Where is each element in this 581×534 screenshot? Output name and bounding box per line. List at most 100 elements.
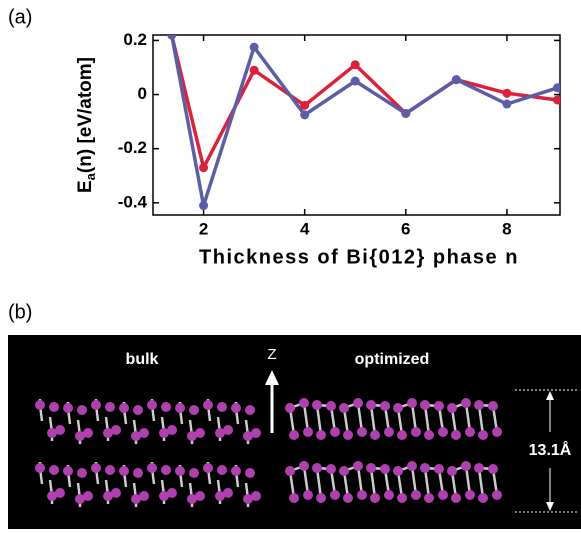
atom [438, 490, 448, 500]
panel-label: (b) [8, 301, 32, 323]
plot-frame [152, 34, 561, 216]
atom [330, 427, 340, 437]
atom [215, 428, 225, 438]
optimized-label: optimized [355, 351, 430, 368]
atom [326, 464, 336, 474]
atoms [35, 398, 502, 507]
atom [223, 488, 233, 498]
atom [195, 491, 205, 501]
atom [343, 493, 353, 503]
atom [223, 425, 233, 435]
atom [103, 491, 113, 501]
atom [217, 402, 227, 412]
x-tick-label: 6 [401, 219, 410, 238]
axis-label: Z [267, 346, 276, 363]
atom [111, 425, 121, 435]
point [300, 100, 310, 110]
atom [245, 468, 255, 478]
atom [147, 400, 157, 410]
atom [187, 431, 197, 441]
y-tick-label: -0.4 [118, 192, 148, 211]
atom [447, 403, 457, 413]
atom [420, 463, 430, 473]
atom [370, 493, 380, 503]
atom [159, 491, 169, 501]
point [199, 163, 209, 173]
atom [316, 430, 326, 440]
x-tick-label: 8 [502, 219, 511, 238]
point [167, 35, 177, 40]
atom [312, 400, 322, 410]
atom [316, 493, 326, 503]
atom [326, 401, 336, 411]
atom [285, 466, 295, 476]
atom [488, 464, 498, 474]
atom [397, 430, 407, 440]
atom [339, 403, 349, 413]
atom [119, 403, 129, 413]
atom [366, 463, 376, 473]
bond [477, 404, 485, 436]
atom [424, 430, 434, 440]
atom [461, 461, 471, 471]
atom [434, 401, 444, 411]
atom [217, 465, 227, 475]
atom [492, 490, 502, 500]
arrowhead [546, 502, 554, 511]
atom [105, 465, 115, 475]
atom [447, 466, 457, 476]
atom [407, 461, 417, 471]
atom [215, 491, 225, 501]
atom [49, 465, 59, 475]
atom [139, 491, 149, 501]
atom [189, 405, 199, 415]
y-label-main: E [75, 180, 96, 193]
atom [353, 461, 363, 471]
atom [189, 468, 199, 478]
point [350, 60, 360, 70]
atom [370, 430, 380, 440]
atom [492, 427, 502, 437]
atom [393, 403, 403, 413]
atom [75, 431, 85, 441]
point [350, 76, 360, 86]
plot-area [167, 35, 560, 211]
atom [474, 400, 484, 410]
point [249, 42, 259, 52]
atom [393, 466, 403, 476]
x-tick-label: 4 [300, 219, 310, 238]
atom [83, 428, 93, 438]
atom [203, 463, 213, 473]
point [502, 88, 512, 98]
point [199, 201, 209, 211]
atom [195, 428, 205, 438]
bond [477, 467, 485, 499]
y-tick-label: 0.2 [123, 30, 147, 49]
y-tick-label: 0 [138, 84, 147, 103]
atom [119, 466, 129, 476]
atom [91, 463, 101, 473]
point [552, 95, 560, 105]
point [502, 99, 512, 109]
atom [131, 494, 141, 504]
atom [75, 494, 85, 504]
atom [47, 428, 57, 438]
atom [488, 401, 498, 411]
point [249, 65, 259, 75]
atom [133, 405, 143, 415]
atom [77, 468, 87, 478]
atom [91, 400, 101, 410]
bulk-label: bulk [126, 351, 159, 368]
atom [384, 427, 394, 437]
atom [478, 430, 488, 440]
series-line [169, 35, 559, 207]
atom [161, 465, 171, 475]
atom [397, 493, 407, 503]
atom [83, 491, 93, 501]
atom [303, 427, 313, 437]
atom [231, 403, 241, 413]
height-label: 13.1Å [529, 440, 572, 459]
atom [380, 401, 390, 411]
atom [77, 405, 87, 415]
